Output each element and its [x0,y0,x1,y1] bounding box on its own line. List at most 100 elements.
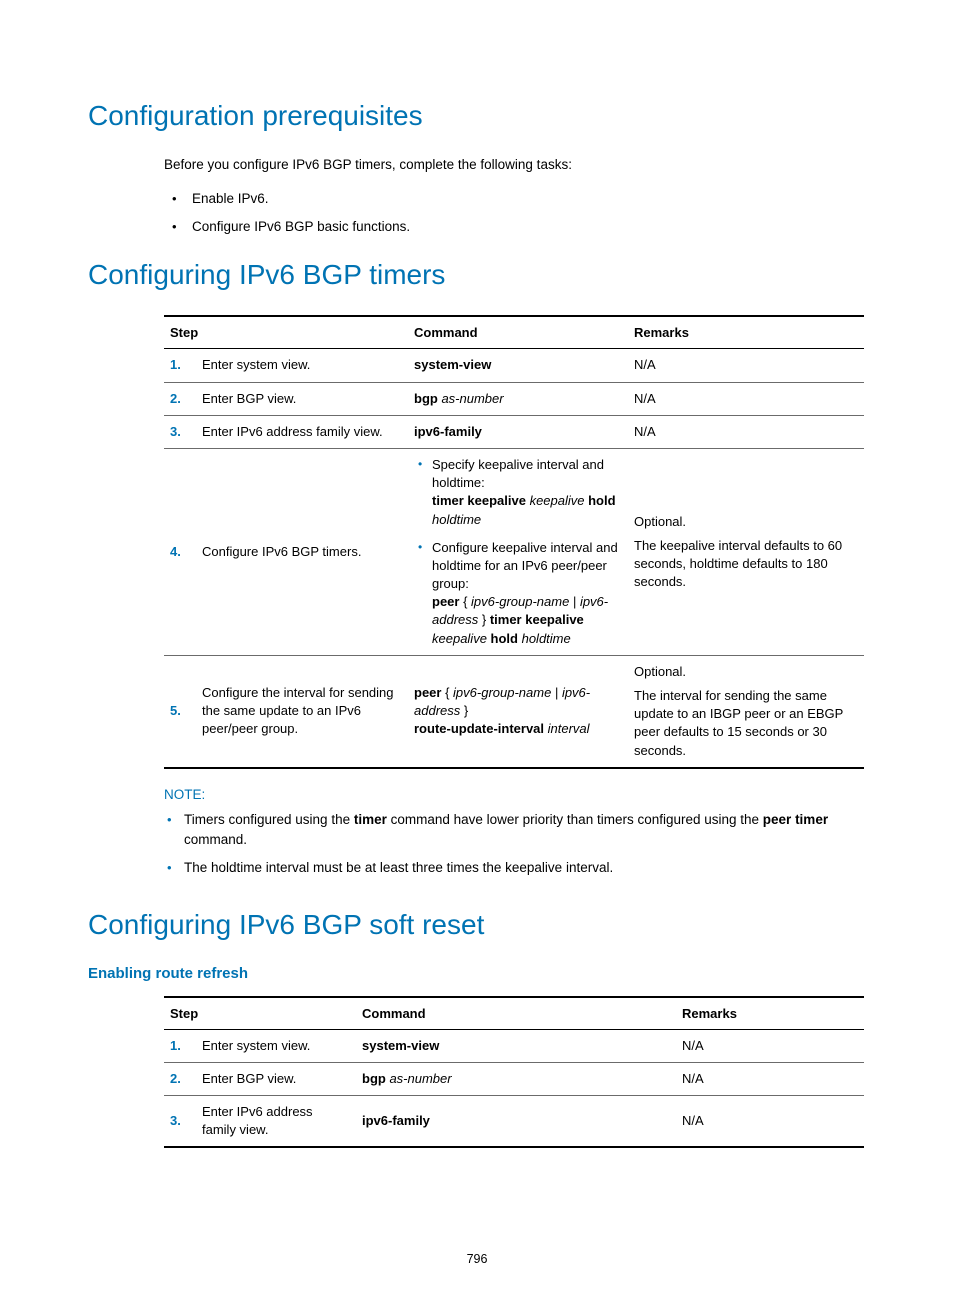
note-text: Timers configured using the [184,812,354,827]
step-desc: Enter system view. [196,1029,356,1062]
cmd-bold: bgp [362,1071,386,1086]
table-row: 5. Configure the interval for sending th… [164,655,864,767]
cmd-text: { [441,685,453,700]
note-label: NOTE: [164,787,866,802]
step-number: 4. [164,448,196,655]
remarks-text: Optional. [634,513,858,531]
cmd-bold: timer keepalive [490,612,584,627]
cmd-bold: peer [414,685,441,700]
col-step: Step [164,997,356,1030]
table-header-row: Step Command Remarks [164,316,864,349]
remarks-text: Optional. [634,663,858,681]
step-number: 2. [164,1062,196,1095]
step-remarks: N/A [676,1029,864,1062]
cmd-bold: peer [432,594,459,609]
table-header-row: Step Command Remarks [164,997,864,1030]
step-number: 3. [164,1095,196,1147]
note-bold: peer timer [763,812,828,827]
note-bold: timer [354,812,387,827]
step-cmd: bgp as-number [408,382,628,415]
heading-config-timers: Configuring IPv6 BGP timers [88,259,866,291]
step-number: 5. [164,655,196,767]
step-remarks: Optional. The keepalive interval default… [628,448,864,655]
step-cmd: bgp as-number [356,1062,676,1095]
page-number: 796 [0,1252,954,1266]
list-item: Configure IPv6 BGP basic functions. [164,217,866,237]
table-row: 3. Enter IPv6 address family view. ipv6-… [164,1095,864,1147]
step-cmd: peer { ipv6-group-name | ipv6-address } … [408,655,628,767]
cmd-bold: system-view [362,1038,439,1053]
step-cmd: ipv6-family [356,1095,676,1147]
table-row: 2. Enter BGP view. bgp as-number N/A [164,1062,864,1095]
cmd-bold: ipv6-family [414,424,482,439]
timers-table: Step Command Remarks 1. Enter system vie… [164,315,864,768]
note-text: command. [184,832,247,847]
cmd-italic: as-number [386,1071,452,1086]
cmd-text: | [569,594,580,609]
heading-soft-reset: Configuring IPv6 BGP soft reset [88,909,866,941]
step-remarks: N/A [676,1095,864,1147]
step-desc: Enter BGP view. [196,1062,356,1095]
col-step: Step [164,316,408,349]
cmd-bullet: Specify keepalive interval and holdtime:… [414,456,622,529]
step-cmd: ipv6-family [408,415,628,448]
table-row: 3. Enter IPv6 address family view. ipv6-… [164,415,864,448]
step-number: 1. [164,1029,196,1062]
step-remarks: N/A [628,382,864,415]
cmd-bold: route-update-interval [414,721,544,736]
cmd-italic: ipv6-group-name [471,594,569,609]
col-command: Command [408,316,628,349]
page: Configuration prerequisites Before you c… [0,0,954,1296]
remarks-text: The keepalive interval defaults to 60 se… [634,537,858,592]
note-item: The holdtime interval must be at least t… [164,858,866,878]
step-remarks: N/A [676,1062,864,1095]
cmd-bold: timer keepalive [432,493,526,508]
step-cmd: Specify keepalive interval and holdtime:… [408,448,628,655]
note-text: command have lower priority than timers … [387,812,763,827]
step-desc: Enter IPv6 address family view. [196,415,408,448]
cmd-text: | [551,685,562,700]
table-row: 4. Configure IPv6 BGP timers. Specify ke… [164,448,864,655]
table-row: 2. Enter BGP view. bgp as-number N/A [164,382,864,415]
cmd-bold: system-view [414,357,491,372]
cmd-italic: keepalive [432,631,491,646]
step-number: 2. [164,382,196,415]
cmd-italic: holdtime [518,631,571,646]
cmd-text: { [459,594,471,609]
step-remarks: Optional. The interval for sending the s… [628,655,864,767]
prereq-list: Enable IPv6. Configure IPv6 BGP basic fu… [164,189,866,238]
cmd-italic: as-number [438,391,504,406]
step-number: 3. [164,415,196,448]
softreset-table: Step Command Remarks 1. Enter system vie… [164,996,864,1149]
cmd-bold: hold [588,493,615,508]
cmd-text: } [460,703,468,718]
step-desc: Enter IPv6 address family view. [196,1095,356,1147]
cmd-text: Specify keepalive interval and holdtime: [432,457,604,490]
table-row: 1. Enter system view. system-view N/A [164,1029,864,1062]
step-cmd: system-view [356,1029,676,1062]
cmd-bold: ipv6-family [362,1113,430,1128]
intro-text: Before you configure IPv6 BGP timers, co… [164,156,866,175]
step-cmd: system-view [408,349,628,382]
col-remarks: Remarks [676,997,864,1030]
cmd-bold: bgp [414,391,438,406]
col-remarks: Remarks [628,316,864,349]
step-desc: Enter BGP view. [196,382,408,415]
note-item: Timers configured using the timer comman… [164,810,866,851]
step-desc: Configure the interval for sending the s… [196,655,408,767]
cmd-italic: interval [544,721,590,736]
cmd-italic: holdtime [432,512,481,527]
heading-config-prereq: Configuration prerequisites [88,100,866,132]
remarks-text: The interval for sending the same update… [634,687,858,760]
col-command: Command [356,997,676,1030]
step-remarks: N/A [628,349,864,382]
step-number: 1. [164,349,196,382]
cmd-italic: keepalive [526,493,588,508]
cmd-bullet: Configure keepalive interval and holdtim… [414,539,622,648]
list-item: Enable IPv6. [164,189,866,209]
subheading-route-refresh: Enabling route refresh [88,965,866,982]
cmd-text: Configure keepalive interval and holdtim… [432,540,618,591]
step-remarks: N/A [628,415,864,448]
cmd-italic: ipv6-group-name [453,685,551,700]
cmd-bold: hold [491,631,518,646]
